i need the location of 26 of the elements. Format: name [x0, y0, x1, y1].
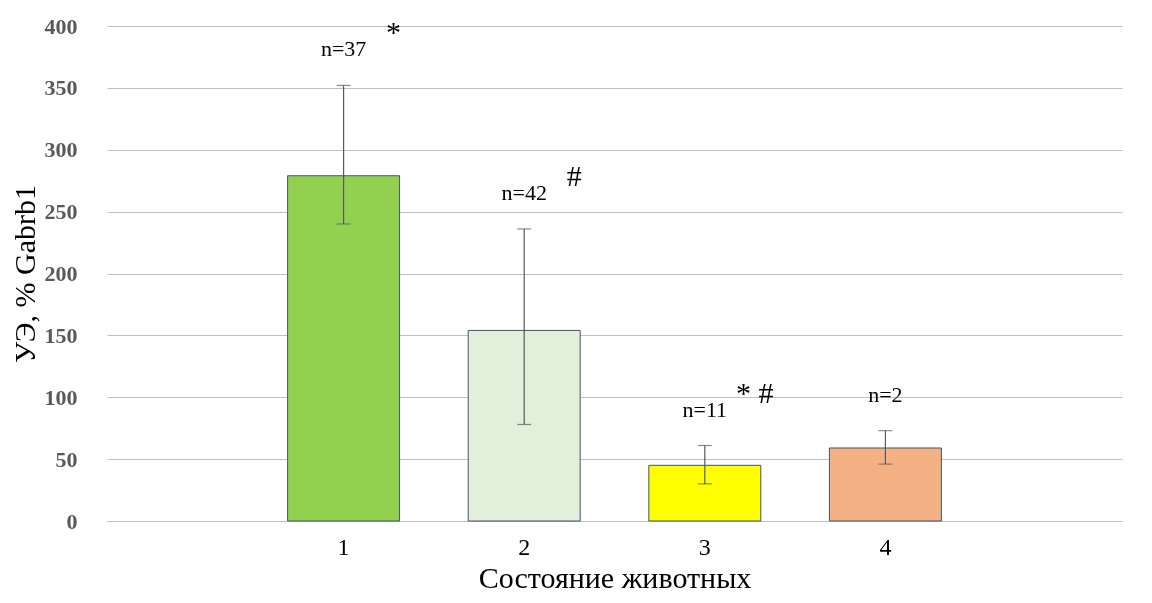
annotation: n=2 [868, 381, 903, 407]
x-tick-label: 4 [879, 533, 892, 560]
x-tick-label: 2 [518, 533, 531, 560]
annotation: n=11 [682, 396, 728, 422]
y-tick-label: 300 [44, 137, 78, 163]
y-tick-label: 350 [44, 75, 78, 101]
x-tick-label: 1 [337, 533, 350, 560]
y-tick-label: 150 [44, 322, 78, 348]
annotation: # [566, 158, 582, 192]
bar [648, 464, 762, 522]
x-tick-label: 3 [698, 533, 711, 560]
y-tick-label: 50 [55, 446, 78, 472]
bar [287, 175, 401, 522]
bar [828, 447, 942, 522]
y-axis-title: УЭ, % Gabrb1 [7, 184, 41, 364]
x-axis-title: Состояние животных [478, 560, 752, 594]
annotation: * # [736, 375, 774, 409]
annotation: n=42 [501, 179, 547, 205]
y-tick-label: 200 [44, 261, 78, 286]
y-tick-label: 100 [44, 384, 78, 410]
y-tick-label: 400 [44, 13, 78, 39]
annotation: n=37 [320, 36, 367, 62]
y-tick-label: 250 [44, 199, 78, 225]
bar [467, 329, 581, 522]
annotation: * [386, 15, 402, 49]
y-tick-label: 0 [66, 508, 78, 534]
